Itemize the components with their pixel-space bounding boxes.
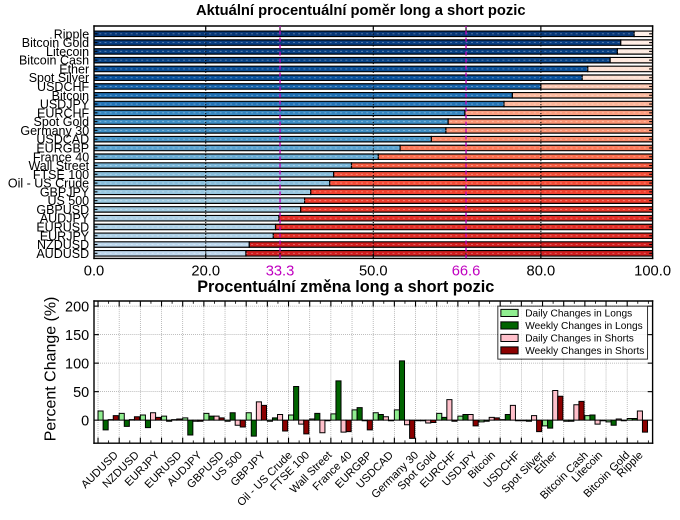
svg-text:80.0: 80.0 [527,263,556,279]
svg-text:Procentuální změna long a shor: Procentuální změna long a short pozic [197,278,494,296]
svg-text:50: 50 [73,385,89,401]
svg-text:Weekly Changes in Longs: Weekly Changes in Longs [525,321,642,332]
svg-text:EURUSD: EURUSD [36,220,89,234]
svg-text:33.3: 33.3 [266,263,295,279]
svg-text:100.0: 100.0 [634,263,671,279]
svg-text:200: 200 [65,299,89,315]
svg-text:66.6: 66.6 [452,263,481,279]
svg-text:USDCAD: USDCAD [36,133,89,147]
svg-text:Spot Silver: Spot Silver [29,71,89,85]
svg-text:Daily Changes in Shorts: Daily Changes in Shorts [525,333,634,344]
svg-text:Oil - US Crude: Oil - US Crude [8,177,89,191]
svg-text:France 40: France 40 [33,150,89,164]
svg-text:Daily Changes in Longs: Daily Changes in Longs [525,308,632,319]
svg-text:50.0: 50.0 [359,263,388,279]
svg-text:Spot Gold: Spot Gold [34,115,90,129]
svg-text:AUDUSD: AUDUSD [36,247,89,261]
svg-text:EURGBP: EURGBP [36,141,89,155]
svg-text:NZDUSD: NZDUSD [37,238,89,252]
svg-text:Germany 30: Germany 30 [20,124,89,138]
svg-text:Ripple: Ripple [54,27,89,41]
svg-text:GBPUSD: GBPUSD [36,203,89,217]
svg-text:Ether: Ether [59,62,89,76]
svg-text:Percent Change (%): Percent Change (%) [43,297,60,442]
svg-text:100: 100 [65,356,89,372]
svg-text:Weekly Changes in Shorts: Weekly Changes in Shorts [525,346,644,357]
svg-text:EURCHF: EURCHF [37,106,89,120]
svg-text:0.0: 0.0 [84,263,104,279]
svg-text:20.0: 20.0 [191,263,220,279]
svg-text:USDJPY: USDJPY [40,98,90,112]
svg-text:Bitcoin: Bitcoin [52,89,90,103]
svg-text:AUDJPY: AUDJPY [40,212,90,226]
svg-text:FTSE 100: FTSE 100 [33,168,89,182]
svg-text:Bitcoin Gold: Bitcoin Gold [22,36,89,50]
svg-text:0: 0 [81,413,89,429]
svg-text:Litecoin: Litecoin [46,45,89,59]
svg-text:GBPJPY: GBPJPY [40,185,90,199]
svg-text:EURJPY: EURJPY [40,229,90,243]
svg-text:US 500: US 500 [47,194,89,208]
svg-text:Aktuální procentuální poměr lo: Aktuální procentuální poměr long a short… [196,3,526,19]
svg-text:150: 150 [65,328,89,344]
svg-text:Bitcoin Cash: Bitcoin Cash [19,54,89,68]
svg-text:Wall Street: Wall Street [28,159,89,173]
svg-text:USDCHF: USDCHF [37,80,89,94]
